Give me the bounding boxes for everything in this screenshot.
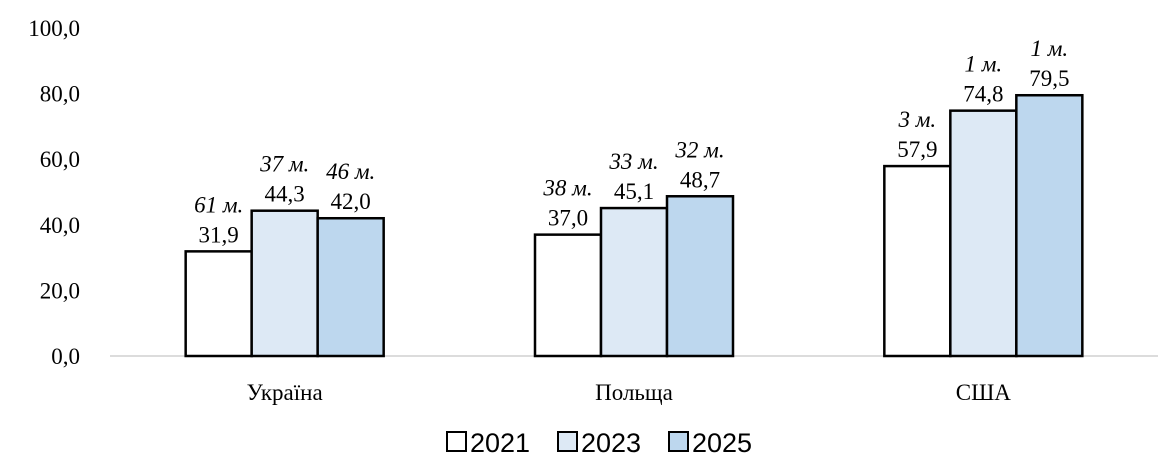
x-category-label: США — [956, 380, 1012, 405]
legend-label: 2021 — [470, 428, 530, 458]
y-tick-label: 100,0 — [28, 16, 80, 41]
rank-label: 32 м. — [674, 137, 724, 162]
bar-2025 — [665, 195, 735, 358]
data-label: 37,0 — [548, 206, 588, 231]
data-label: 57,9 — [897, 137, 937, 162]
bar-2021 — [533, 233, 603, 358]
legend-swatch-2025 — [668, 431, 689, 452]
rank-label: 37 м. — [259, 152, 309, 177]
bar-2021 — [184, 250, 253, 358]
y-tick-label: 60,0 — [40, 147, 80, 172]
bar-2023 — [250, 209, 319, 358]
bar-2021 — [883, 164, 952, 358]
legend-label: 2023 — [581, 428, 641, 458]
rank-label: 38 м. — [542, 176, 592, 201]
legend-label: 2025 — [692, 428, 752, 458]
bar-2023 — [599, 206, 669, 358]
data-label: 48,7 — [680, 167, 720, 192]
y-tick-label: 0,0 — [51, 344, 80, 369]
bar-2025 — [1015, 93, 1084, 358]
y-tick-label: 80,0 — [40, 82, 80, 107]
data-label: 42,0 — [331, 189, 371, 214]
y-tick-label: 20,0 — [40, 278, 80, 303]
legend-swatch-2023 — [557, 431, 578, 452]
data-label: 79,5 — [1029, 66, 1069, 91]
data-label: 45,1 — [614, 179, 654, 204]
data-label: 44,3 — [265, 182, 305, 207]
data-label: 31,9 — [199, 222, 239, 247]
x-category-label: Україна — [247, 380, 323, 405]
y-tick-label: 40,0 — [40, 213, 80, 238]
rank-label: 33 м. — [608, 149, 658, 174]
bar-2025 — [316, 216, 385, 358]
rank-label: 1 м. — [964, 52, 1002, 77]
bar-2023 — [949, 109, 1018, 358]
data-label: 74,8 — [963, 82, 1003, 107]
legend-swatch-2021 — [446, 431, 467, 452]
rank-label: 3 м. — [897, 107, 936, 132]
rank-label: 1 м. — [1030, 36, 1068, 61]
x-category-label: Польща — [595, 380, 673, 405]
rank-label: 46 м. — [326, 159, 375, 184]
rank-label: 61 м. — [194, 192, 243, 217]
